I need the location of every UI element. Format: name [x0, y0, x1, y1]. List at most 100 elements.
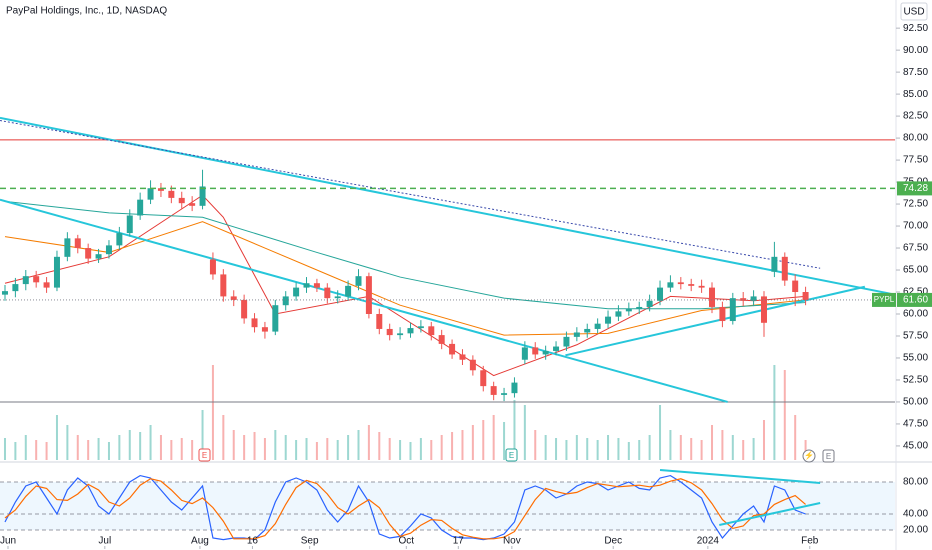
- volume-bar: [700, 440, 703, 460]
- candle-body: [230, 296, 237, 300]
- stoch-trendline: [719, 502, 821, 526]
- candle-body: [53, 256, 60, 288]
- candle-body: [521, 347, 528, 360]
- volume-bar: [14, 442, 17, 460]
- volume-bar: [711, 425, 714, 460]
- volume-bar: [409, 442, 412, 460]
- volume-bar: [55, 415, 58, 460]
- volume-bar: [669, 430, 672, 460]
- candle-body: [345, 285, 352, 297]
- volume-bar: [263, 438, 266, 460]
- candle-body: [303, 283, 310, 288]
- candle-body: [74, 238, 81, 249]
- x-tick-label: Dec: [604, 536, 622, 547]
- volume-bar: [305, 438, 308, 460]
- candle-body: [417, 326, 424, 329]
- volume-bar: [575, 435, 578, 460]
- svg-text:E: E: [826, 452, 831, 461]
- volume-bar: [627, 442, 630, 460]
- y-tick-label: 82.50: [903, 111, 928, 122]
- volume-bar: [690, 438, 693, 460]
- volume-bar: [66, 425, 69, 460]
- candle-body: [771, 256, 778, 272]
- candle-body: [251, 318, 258, 328]
- stoch-line: [4, 478, 806, 540]
- volume-bar: [45, 442, 48, 460]
- y-tick-label: 50.00: [903, 397, 928, 408]
- currency-box[interactable]: [900, 2, 928, 21]
- y-tick-label: 47.50: [903, 419, 928, 430]
- candle-body: [729, 298, 736, 322]
- candle-body: [168, 190, 175, 198]
- candle-body: [677, 282, 684, 285]
- price-label: 74.28: [903, 183, 928, 194]
- volume-bar: [284, 435, 287, 460]
- x-tick-label: 17: [453, 536, 465, 547]
- y-tick-label: 60.00: [903, 309, 928, 320]
- price-label-box: [897, 181, 932, 196]
- candle-body: [501, 393, 508, 395]
- volume-bar: [253, 432, 256, 460]
- y-tick-label: 65.00: [903, 265, 928, 276]
- volume-bar: [721, 430, 724, 460]
- candle-body: [116, 233, 123, 246]
- volume-bar: [742, 440, 745, 460]
- trendline: [565, 285, 866, 357]
- volume-bar: [544, 435, 547, 460]
- candle-body: [781, 256, 788, 281]
- volume-bar: [87, 440, 90, 460]
- candle-body: [532, 347, 539, 355]
- y-tick-label: 57.50: [903, 331, 928, 342]
- volume-bar: [596, 440, 599, 460]
- candle-body: [615, 311, 622, 317]
- x-tick-label: Feb: [801, 536, 819, 547]
- candle-body: [85, 248, 92, 259]
- candle-body: [667, 282, 674, 288]
- candle-body: [95, 254, 102, 259]
- volume-bar: [461, 430, 464, 460]
- candle-body: [334, 296, 341, 299]
- candle-body: [126, 215, 133, 234]
- volume-bar: [638, 440, 641, 460]
- candle-body: [365, 276, 372, 314]
- volume-bar: [617, 438, 620, 460]
- volume-bar: [357, 430, 360, 460]
- candle-body: [178, 197, 185, 204]
- stoch-tick-label: 20.00: [903, 525, 928, 536]
- x-tick-label: Aug: [191, 536, 209, 547]
- x-tick-label: 16: [247, 536, 259, 547]
- volume-bar: [24, 435, 27, 460]
- x-tick-label: Nov: [503, 536, 521, 547]
- y-tick-label: 67.50: [903, 243, 928, 254]
- y-tick-label: 72.50: [903, 199, 928, 210]
- volume-bar: [388, 438, 391, 460]
- candle-body: [657, 287, 664, 301]
- volume-bar: [783, 370, 786, 460]
- y-tick-label: 62.50: [903, 287, 928, 298]
- volume-bar: [804, 440, 807, 460]
- volume-bar: [295, 440, 298, 460]
- candle-body: [22, 276, 29, 285]
- volume-bar: [399, 440, 402, 460]
- volume-bar: [679, 435, 682, 460]
- volume-bar: [648, 435, 651, 460]
- currency[interactable]: USD: [903, 7, 924, 18]
- candle-body: [760, 296, 767, 323]
- candle-body: [688, 284, 695, 286]
- candle-body: [563, 336, 570, 347]
- volume-bar: [315, 442, 318, 460]
- candle-body: [324, 287, 331, 299]
- candle-body: [105, 245, 112, 255]
- x-tick-label: Jun: [0, 536, 16, 547]
- candle-body: [33, 276, 40, 283]
- candle-body: [43, 282, 50, 288]
- price-tag-symbol: PYPL: [874, 295, 895, 304]
- volume-bar: [607, 435, 610, 460]
- candle-body: [241, 299, 248, 319]
- y-tick-label: 87.50: [903, 67, 928, 78]
- y-tick-label: 77.50: [903, 155, 928, 166]
- volume-bar: [97, 438, 100, 460]
- event-icons: E E ⚡ E: [198, 448, 835, 463]
- candle-body: [469, 359, 476, 371]
